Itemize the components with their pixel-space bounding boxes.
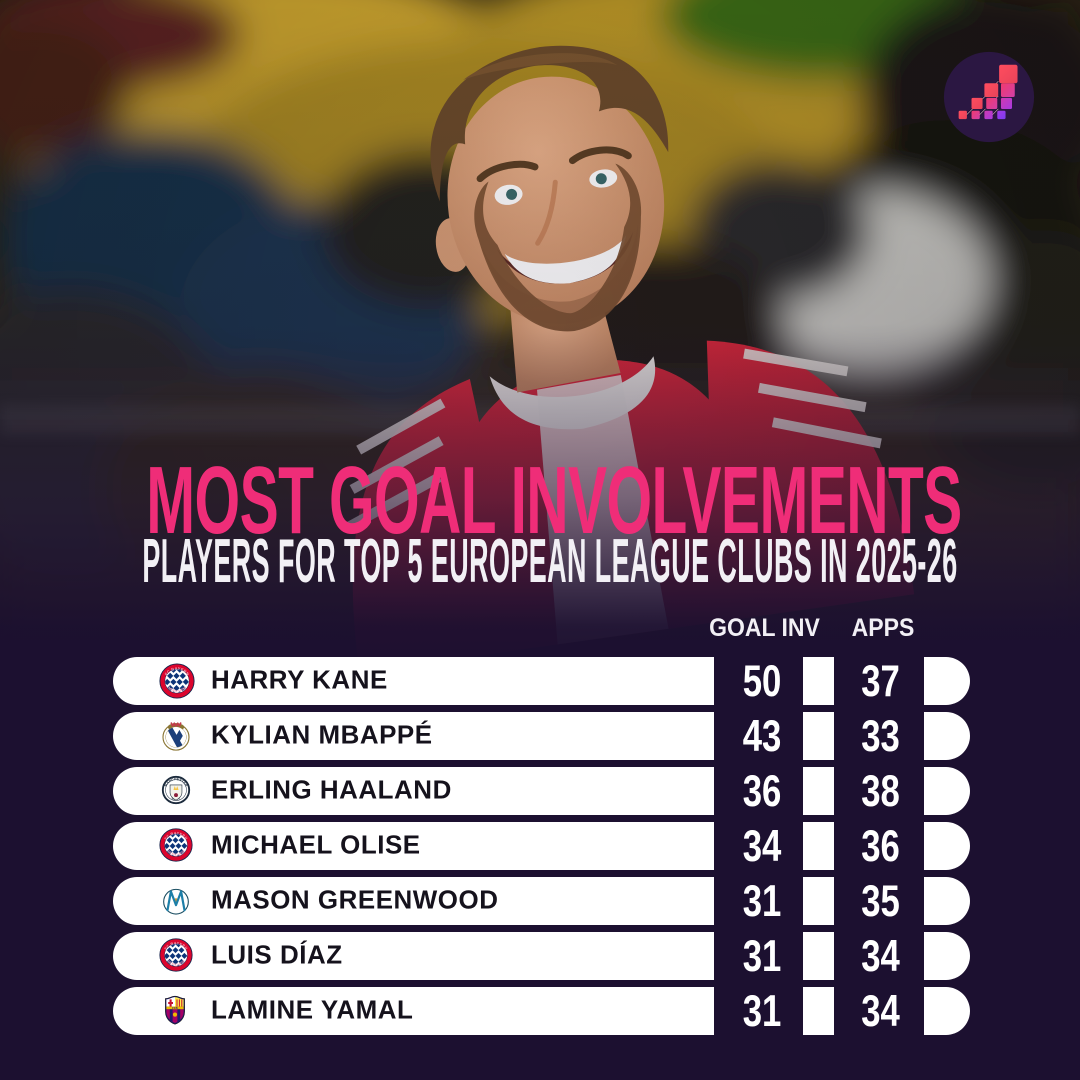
svg-text:FCB: FCB: [172, 1006, 177, 1010]
